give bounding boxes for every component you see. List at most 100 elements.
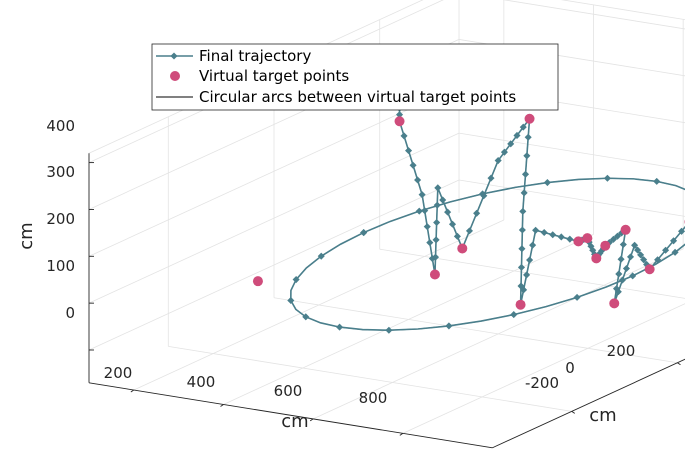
trajectory-marker xyxy=(409,161,417,169)
x-tick-mark xyxy=(309,418,314,422)
x-axis-label: cm xyxy=(281,411,308,432)
x-tick-mark xyxy=(220,404,224,407)
legend-box xyxy=(151,43,559,111)
trajectory-marker xyxy=(453,232,461,240)
trajectory-marker xyxy=(609,235,617,243)
trajectory-marker xyxy=(513,131,521,139)
virtual-target-points xyxy=(252,83,685,310)
trajectory-marker xyxy=(494,156,502,165)
grid-line xyxy=(402,303,685,434)
trajectory-marker xyxy=(395,111,404,119)
virtual-target-point xyxy=(644,264,655,275)
trajectory-marker xyxy=(617,255,625,263)
trajectory-marker xyxy=(523,271,531,279)
x-tick-label: 200 xyxy=(104,364,133,382)
trajectory-marker xyxy=(444,208,452,216)
trajectory-marker xyxy=(434,184,442,192)
trajectory-marker xyxy=(336,323,344,331)
legend-label-arcs: Circular arcs between virtual target poi… xyxy=(199,88,516,106)
trajectory-marker xyxy=(637,251,645,259)
trajectory-marker xyxy=(573,293,581,301)
y-tick-label: -200 xyxy=(525,374,559,392)
trajectory-marker xyxy=(618,276,626,284)
trajectory-marker xyxy=(292,276,300,284)
virtual-target-point xyxy=(524,113,535,124)
trajectory-marker xyxy=(360,229,368,237)
x-tick-mark xyxy=(399,432,404,436)
legend-targets-marker xyxy=(170,71,180,81)
trajectory-marker xyxy=(640,256,648,264)
y-tick-label: 200 xyxy=(607,342,636,360)
z-tick-label: 300 xyxy=(46,163,75,181)
trajectory-marker xyxy=(421,207,429,215)
virtual-target-point xyxy=(457,243,468,254)
trajectory-marker xyxy=(543,179,551,187)
trajectory-marker xyxy=(415,207,423,215)
trajectory-marker xyxy=(523,152,531,160)
trajectory-marker xyxy=(517,263,526,271)
trajectory-marker xyxy=(418,191,426,199)
legend: Final trajectory Virtual target points C… xyxy=(151,43,559,111)
trajectory-marker xyxy=(549,231,557,239)
trajectory-marker xyxy=(524,133,532,141)
trajectory-marker xyxy=(414,176,422,184)
grid-line xyxy=(88,179,460,351)
trajectory-marker xyxy=(465,227,474,235)
trajectory-marker xyxy=(302,313,310,321)
grid-line xyxy=(458,179,685,217)
trajectory-marker xyxy=(433,201,441,209)
virtual-target-point xyxy=(620,224,631,235)
z-tick-label: 100 xyxy=(46,257,75,275)
virtual-target-point xyxy=(394,116,405,127)
trajectory-marker xyxy=(526,256,534,264)
trajectory-marker xyxy=(626,253,635,261)
z-axis-label: cm xyxy=(16,222,37,249)
trajectory-marker xyxy=(518,226,526,234)
trajectory-marker xyxy=(500,148,508,156)
virtual-target-point xyxy=(609,298,620,309)
trajectory-marker xyxy=(518,245,526,253)
trajectory-marker xyxy=(634,246,642,254)
trajectory-marker xyxy=(613,232,622,240)
trajectory-marker xyxy=(670,237,678,245)
circular-arcs xyxy=(290,88,685,331)
x-tick-label: 800 xyxy=(359,389,388,407)
trajectory-marker xyxy=(405,147,413,155)
z-tick-label: 400 xyxy=(46,117,75,135)
trajectory-marker xyxy=(426,239,434,247)
trajectory-marker xyxy=(519,207,527,215)
y-tick-mark xyxy=(677,362,681,366)
axes xyxy=(88,153,685,449)
trajectory-marker xyxy=(473,209,481,217)
y-axis-label: cm xyxy=(589,405,616,426)
x-tick-label: 600 xyxy=(274,382,303,400)
trajectory-marker xyxy=(619,240,627,249)
trajectory-marker xyxy=(529,241,537,249)
trajectory-marker xyxy=(385,326,393,334)
trajectory-ring xyxy=(290,177,685,332)
trajectory-marker xyxy=(622,264,630,273)
trajectory-marker xyxy=(671,248,679,256)
y-tick-mark xyxy=(571,410,576,414)
legend-label-targets: Virtual target points xyxy=(199,67,349,85)
trajectory-marker xyxy=(510,311,518,319)
trajectory-marker xyxy=(423,223,431,231)
trajectory-marker xyxy=(521,170,530,178)
trajectory-marker xyxy=(540,228,548,237)
trajectory-marker xyxy=(480,192,488,200)
virtual-target-point xyxy=(515,299,526,310)
trajectory-marker xyxy=(507,140,515,148)
z-tick-label: 0 xyxy=(65,304,75,322)
virtual-target-point xyxy=(252,276,263,287)
trajectory-marker xyxy=(566,235,574,243)
x-axis-line xyxy=(88,382,493,449)
virtual-target-point xyxy=(573,236,584,247)
trajectory-marker xyxy=(445,322,453,330)
trajectory-marker xyxy=(433,218,441,227)
virtual-target-point xyxy=(600,240,611,251)
arc-ring xyxy=(290,177,685,331)
grid-edge xyxy=(560,0,685,20)
virtual-target-point xyxy=(582,233,593,244)
z-tick-label: 200 xyxy=(46,210,75,228)
